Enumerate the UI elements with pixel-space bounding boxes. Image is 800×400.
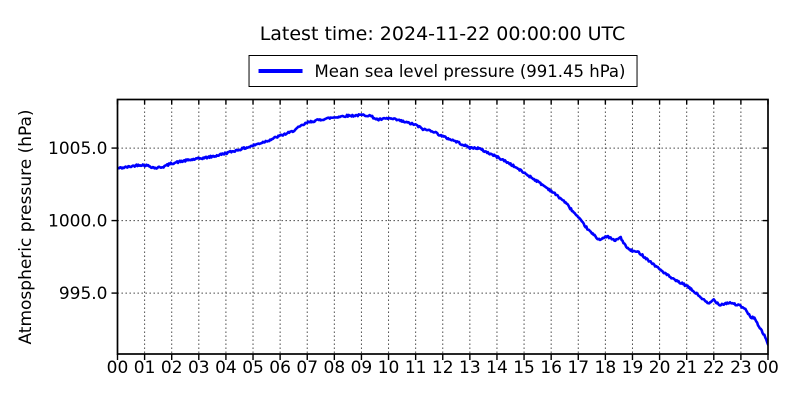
x-tick-label: 02 xyxy=(161,358,183,378)
y-tick-label: 1005.0 xyxy=(48,139,107,159)
x-tick-label: 18 xyxy=(595,358,617,378)
x-tick-label: 12 xyxy=(432,358,454,378)
x-tick-label: 15 xyxy=(513,358,535,378)
x-tick-label: 03 xyxy=(188,358,210,378)
x-tick-label: 09 xyxy=(351,358,373,378)
legend-line-sample xyxy=(258,69,303,73)
x-tick-label: 16 xyxy=(540,358,562,378)
tick-layer xyxy=(111,99,769,360)
x-tick-label: 07 xyxy=(296,358,318,378)
legend-label: Mean sea level pressure (991.45 hPa) xyxy=(314,61,626,81)
x-tick-label: 20 xyxy=(649,358,671,378)
x-tick-label: 17 xyxy=(567,358,589,378)
pressure-line xyxy=(117,112,768,346)
series-layer xyxy=(117,112,768,346)
x-tick-label: 05 xyxy=(242,358,264,378)
x-tick-label: 19 xyxy=(622,358,644,378)
x-tick-label: 21 xyxy=(676,358,698,378)
chart-title: Latest time: 2024-11-22 00:00:00 UTC xyxy=(259,23,626,45)
x-tick-label: 00 xyxy=(107,358,129,378)
y-tick-label: 995.0 xyxy=(59,284,108,304)
x-tick-label: 10 xyxy=(378,358,400,378)
x-tick-label: 04 xyxy=(215,358,237,378)
x-tick-label: 22 xyxy=(703,358,725,378)
plot-border xyxy=(116,98,769,355)
x-tick-label: 23 xyxy=(730,358,752,378)
x-tick-label: 06 xyxy=(269,358,291,378)
label-layer: 00 01 02 03 04 05 06 07 08 09 10 11 12 13 14 15 16 17 18 19… xyxy=(48,139,779,378)
x-tick-label: 01 xyxy=(134,358,156,378)
x-tick-label: 00 xyxy=(757,358,779,378)
y-tick-label: 1000.0 xyxy=(48,212,107,232)
x-tick-label: 14 xyxy=(486,358,508,378)
x-tick-label: 11 xyxy=(405,358,427,378)
x-tick-label: 08 xyxy=(324,358,346,378)
legend-box: Mean sea level pressure (991.45 hPa) xyxy=(248,55,638,87)
x-tick-label: 13 xyxy=(459,358,481,378)
grid-layer xyxy=(117,99,768,354)
y-axis-label: Atmospheric pressure (hPa) xyxy=(16,109,36,344)
